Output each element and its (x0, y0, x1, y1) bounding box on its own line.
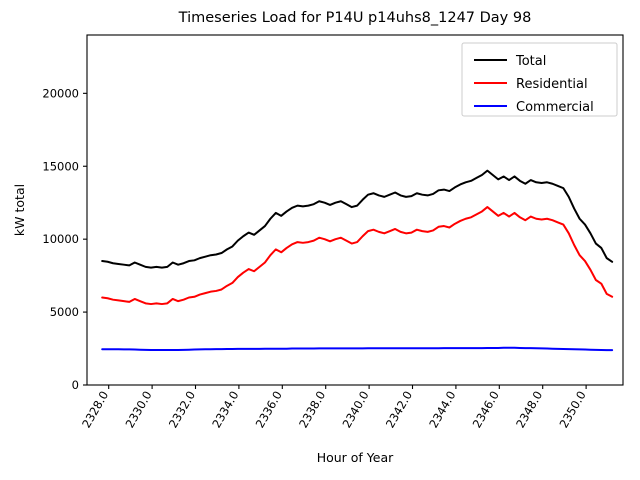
x-tick-label: 2338.0 (296, 389, 328, 431)
series-line-residential (101, 206, 614, 306)
x-axis-ticks: 2328.0 2330.0 2332.0 2334.0 2336.0 2338.0 2340… (79, 385, 589, 430)
series-line-total (101, 169, 614, 269)
x-tick-label: 2334.0 (209, 389, 241, 431)
x-axis-label: Hour of Year (317, 450, 394, 465)
y-axis-ticks: 0 5000 10000 15000 20000 (42, 86, 87, 392)
x-tick-label: 2330.0 (122, 389, 154, 431)
x-tick-label: 2348.0 (513, 389, 545, 431)
page-title: Timeseries Load for P14U p14uhs8_1247 Da… (178, 10, 532, 26)
y-tick-label: 5000 (50, 305, 79, 319)
chart-title-group: Timeseries Load for P14U p14uhs8_1247 Da… (178, 10, 532, 26)
legend-background (461, 42, 618, 117)
x-tick-label: 2340.0 (339, 389, 371, 431)
x-tick-label: 2350.0 (556, 389, 588, 431)
x-tick-label: 2336.0 (253, 389, 285, 431)
y-tick-label: 20000 (42, 86, 79, 100)
chart-legend: Total Residential Commercial (461, 42, 618, 117)
x-tick-label: 2346.0 (470, 389, 502, 431)
y-axis-label: kW total (12, 184, 27, 236)
series-line-commercial (101, 346, 614, 352)
plot-frame (86, 34, 624, 386)
y-tick-label: 0 (72, 378, 79, 392)
y-tick-label: 15000 (42, 159, 79, 173)
data-series-group (101, 169, 614, 352)
legend-label-total: Total (515, 54, 546, 69)
x-tick-label: 2328.0 (79, 389, 111, 431)
legend-label-residential: Residential (516, 77, 588, 92)
plot-border (86, 34, 624, 386)
x-tick-label: 2332.0 (166, 389, 198, 431)
legend-label-commercial: Commercial (516, 100, 594, 115)
x-tick-label: 2342.0 (383, 389, 415, 431)
y-tick-label: 10000 (42, 232, 79, 246)
x-tick-label: 2344.0 (426, 389, 458, 431)
